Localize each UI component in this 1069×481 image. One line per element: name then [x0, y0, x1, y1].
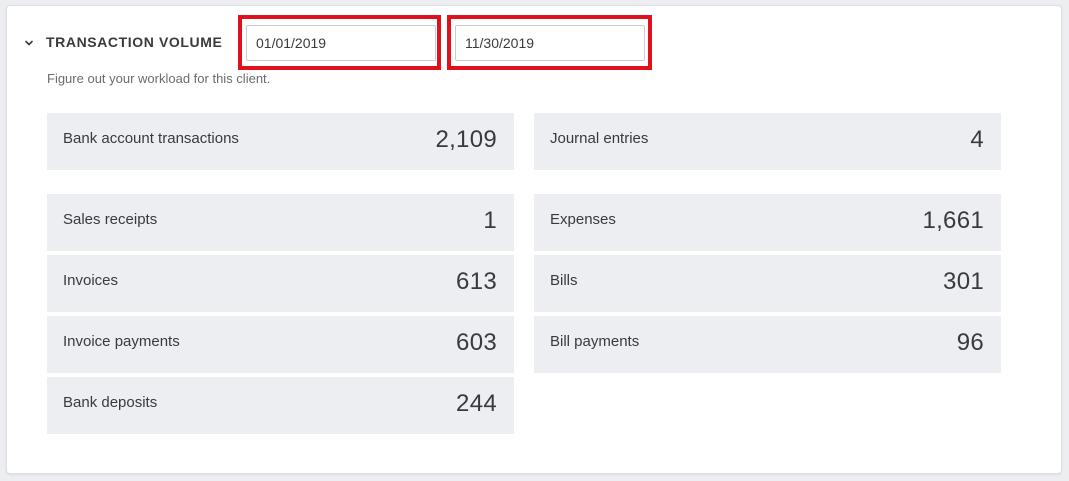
- section-subtitle: Figure out your workload for this client…: [47, 71, 271, 86]
- chevron-down-icon[interactable]: [24, 38, 34, 48]
- tile-value: 4: [970, 126, 984, 153]
- tile-label: Invoices: [63, 272, 119, 289]
- tile-label: Bank deposits: [63, 394, 158, 411]
- tile-bill-payments: Bill payments 96: [534, 316, 1001, 373]
- tile-label: Expenses: [550, 211, 616, 228]
- tile-value: 613: [456, 268, 497, 295]
- tile-value: 96: [956, 329, 984, 356]
- tile-value: 1,661: [922, 207, 984, 234]
- tile-value: 2,109: [435, 126, 497, 153]
- tile-label: Invoice payments: [63, 333, 180, 350]
- end-date-highlight: [447, 15, 652, 70]
- start-date-input[interactable]: [246, 25, 436, 61]
- tile-label: Bill payments: [550, 333, 640, 350]
- tile-label: Bank account transactions: [63, 130, 239, 147]
- tile-bills: Bills 301: [534, 255, 1001, 312]
- tile-invoice-payments: Invoice payments 603: [47, 316, 514, 373]
- start-date-highlight: [238, 15, 441, 70]
- section-title[interactable]: TRANSACTION VOLUME: [46, 34, 223, 50]
- tile-value: 1: [483, 207, 497, 234]
- tile-invoices: Invoices 613: [47, 255, 514, 312]
- tile-label: Sales receipts: [63, 211, 158, 228]
- tile-value: 301: [943, 268, 984, 295]
- tile-bank-account-transactions: Bank account transactions 2,109: [47, 113, 514, 170]
- end-date-input[interactable]: [455, 25, 645, 61]
- tile-expenses: Expenses 1,661: [534, 194, 1001, 251]
- tile-bank-deposits: Bank deposits 244: [47, 377, 514, 434]
- tile-journal-entries: Journal entries 4: [534, 113, 1001, 170]
- tile-value: 603: [456, 329, 497, 356]
- tile-sales-receipts: Sales receipts 1: [47, 194, 514, 251]
- tile-label: Bills: [550, 272, 578, 289]
- tile-label: Journal entries: [550, 130, 649, 147]
- tile-value: 244: [456, 390, 497, 417]
